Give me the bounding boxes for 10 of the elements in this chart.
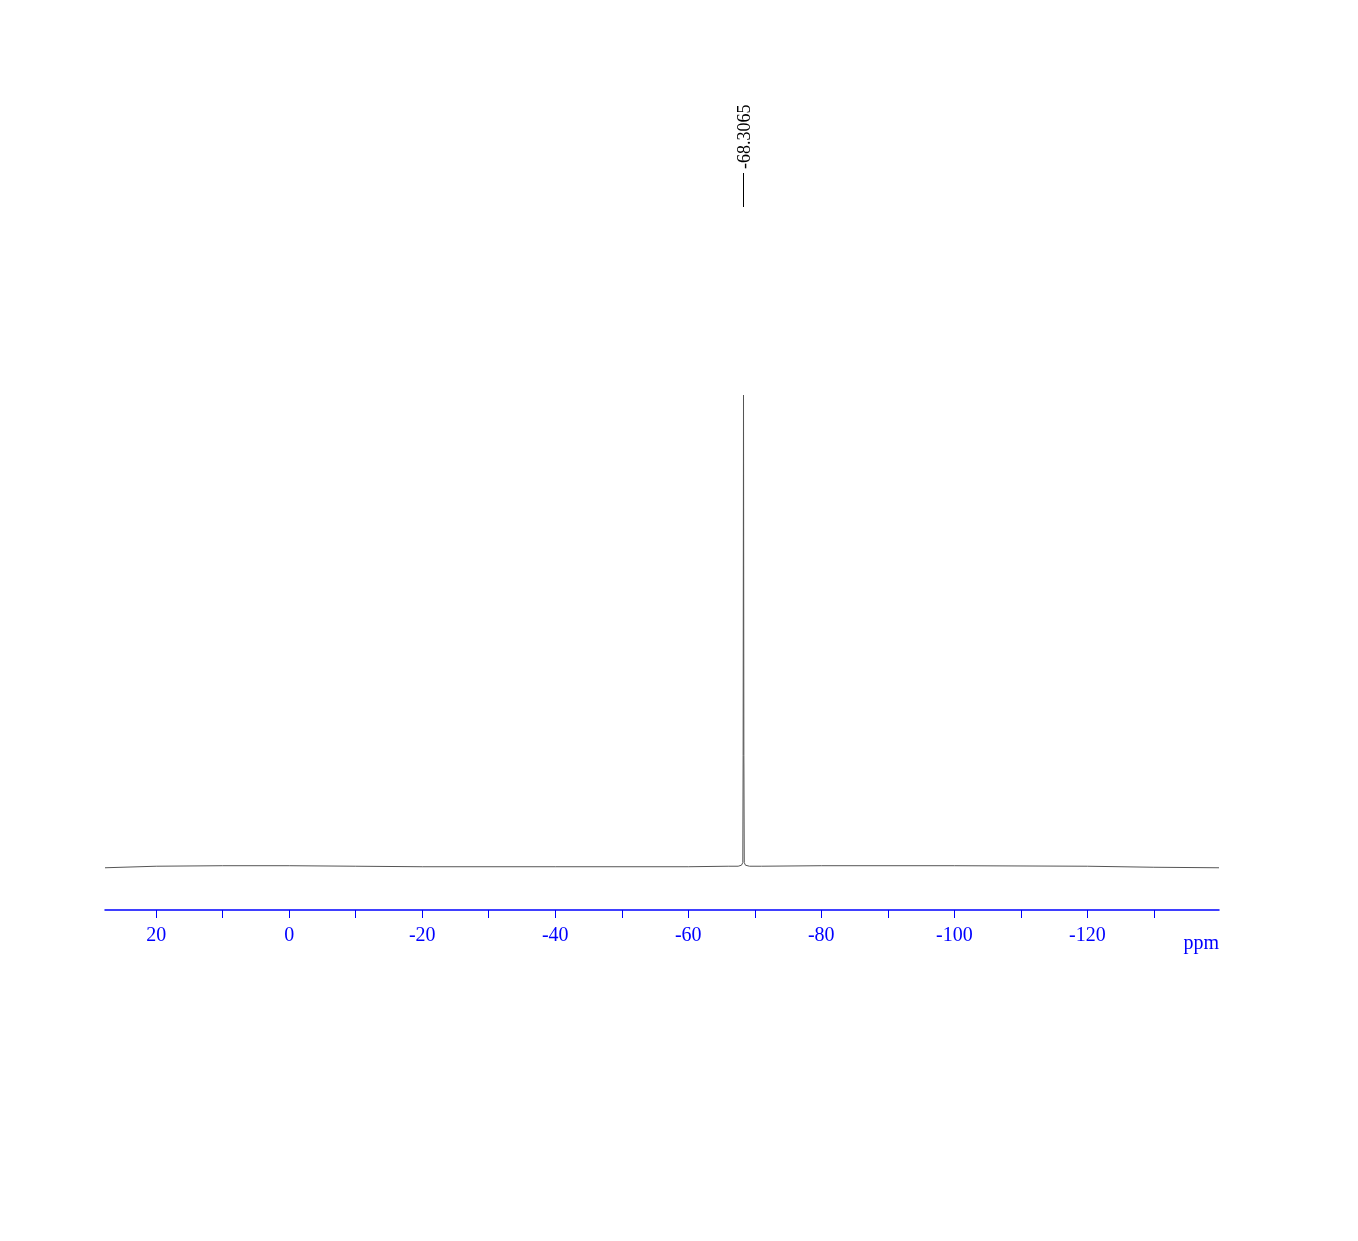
x-tick-label: -40 <box>541 923 569 945</box>
x-tick-label: 20 <box>146 923 167 945</box>
x-tick-label: -100 <box>935 923 973 945</box>
annotation: -68.3065 <box>733 104 754 169</box>
x-tick-label: -80 <box>807 923 835 945</box>
x-tick-label: -20 <box>408 923 436 945</box>
x-tick-label: -60 <box>674 923 702 945</box>
x-tick-label: 0 <box>284 923 295 945</box>
x-tick-label: -120 <box>1068 923 1106 945</box>
x-axis-title: ppm <box>1183 931 1220 954</box>
